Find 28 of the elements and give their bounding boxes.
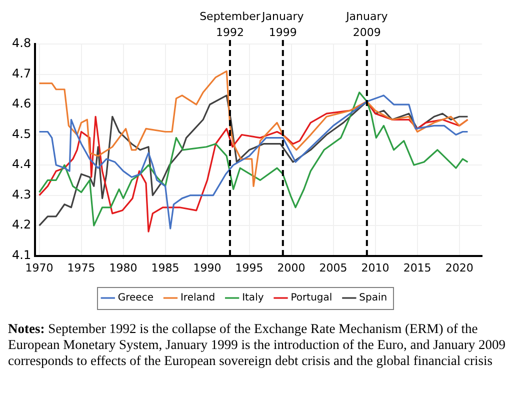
legend-label: Greece [118, 292, 154, 304]
x-tick-label: 2010 [361, 261, 390, 274]
y-tick-label: 4.3 [12, 187, 32, 202]
y-tick-label: 4.2 [12, 218, 32, 232]
x-tick-label: 2015 [403, 261, 432, 274]
y-tick-label: 4.8 [12, 36, 32, 50]
legend-label: Portugal [290, 292, 332, 304]
legend-label: Spain [359, 292, 388, 304]
ref-line-label: September 1992 [200, 10, 261, 39]
ref-line-label: January 1999 [261, 10, 304, 39]
text: Notes: September 1992 is the collapse of the Exchange Rate Mechanism (ERM) of the European Monetary System, January 1999 is the introduction of the Euro, and January 2009 corresponds to effects of the European sovereign debt crisis and the global financial crisis [8, 321, 506, 368]
y-tick-label: 4.4 [12, 157, 32, 172]
legend-label: Ireland [180, 292, 216, 304]
x-tick-label: 1995 [235, 261, 264, 274]
x-tick-label: 1975 [67, 261, 96, 274]
x-tick-label: 2020 [445, 261, 474, 274]
y-tick-label: 4.5 [12, 126, 32, 141]
y-tick-label: 4.7 [12, 66, 32, 80]
x-tick-label: 2000 [277, 261, 306, 274]
y-tick-label: 4.6 [12, 96, 32, 111]
x-tick-label: 2005 [319, 261, 348, 274]
x-tick-label: 1970 [25, 261, 54, 274]
y-tick-label: 4.1 [12, 248, 32, 262]
legend-label: Italy [242, 292, 264, 304]
x-tick-label: 1985 [151, 261, 180, 274]
ref-line-label: January 2009 [345, 10, 388, 39]
x-tick-label: 1980 [109, 261, 138, 274]
x-tick-label: 1990 [193, 261, 222, 274]
